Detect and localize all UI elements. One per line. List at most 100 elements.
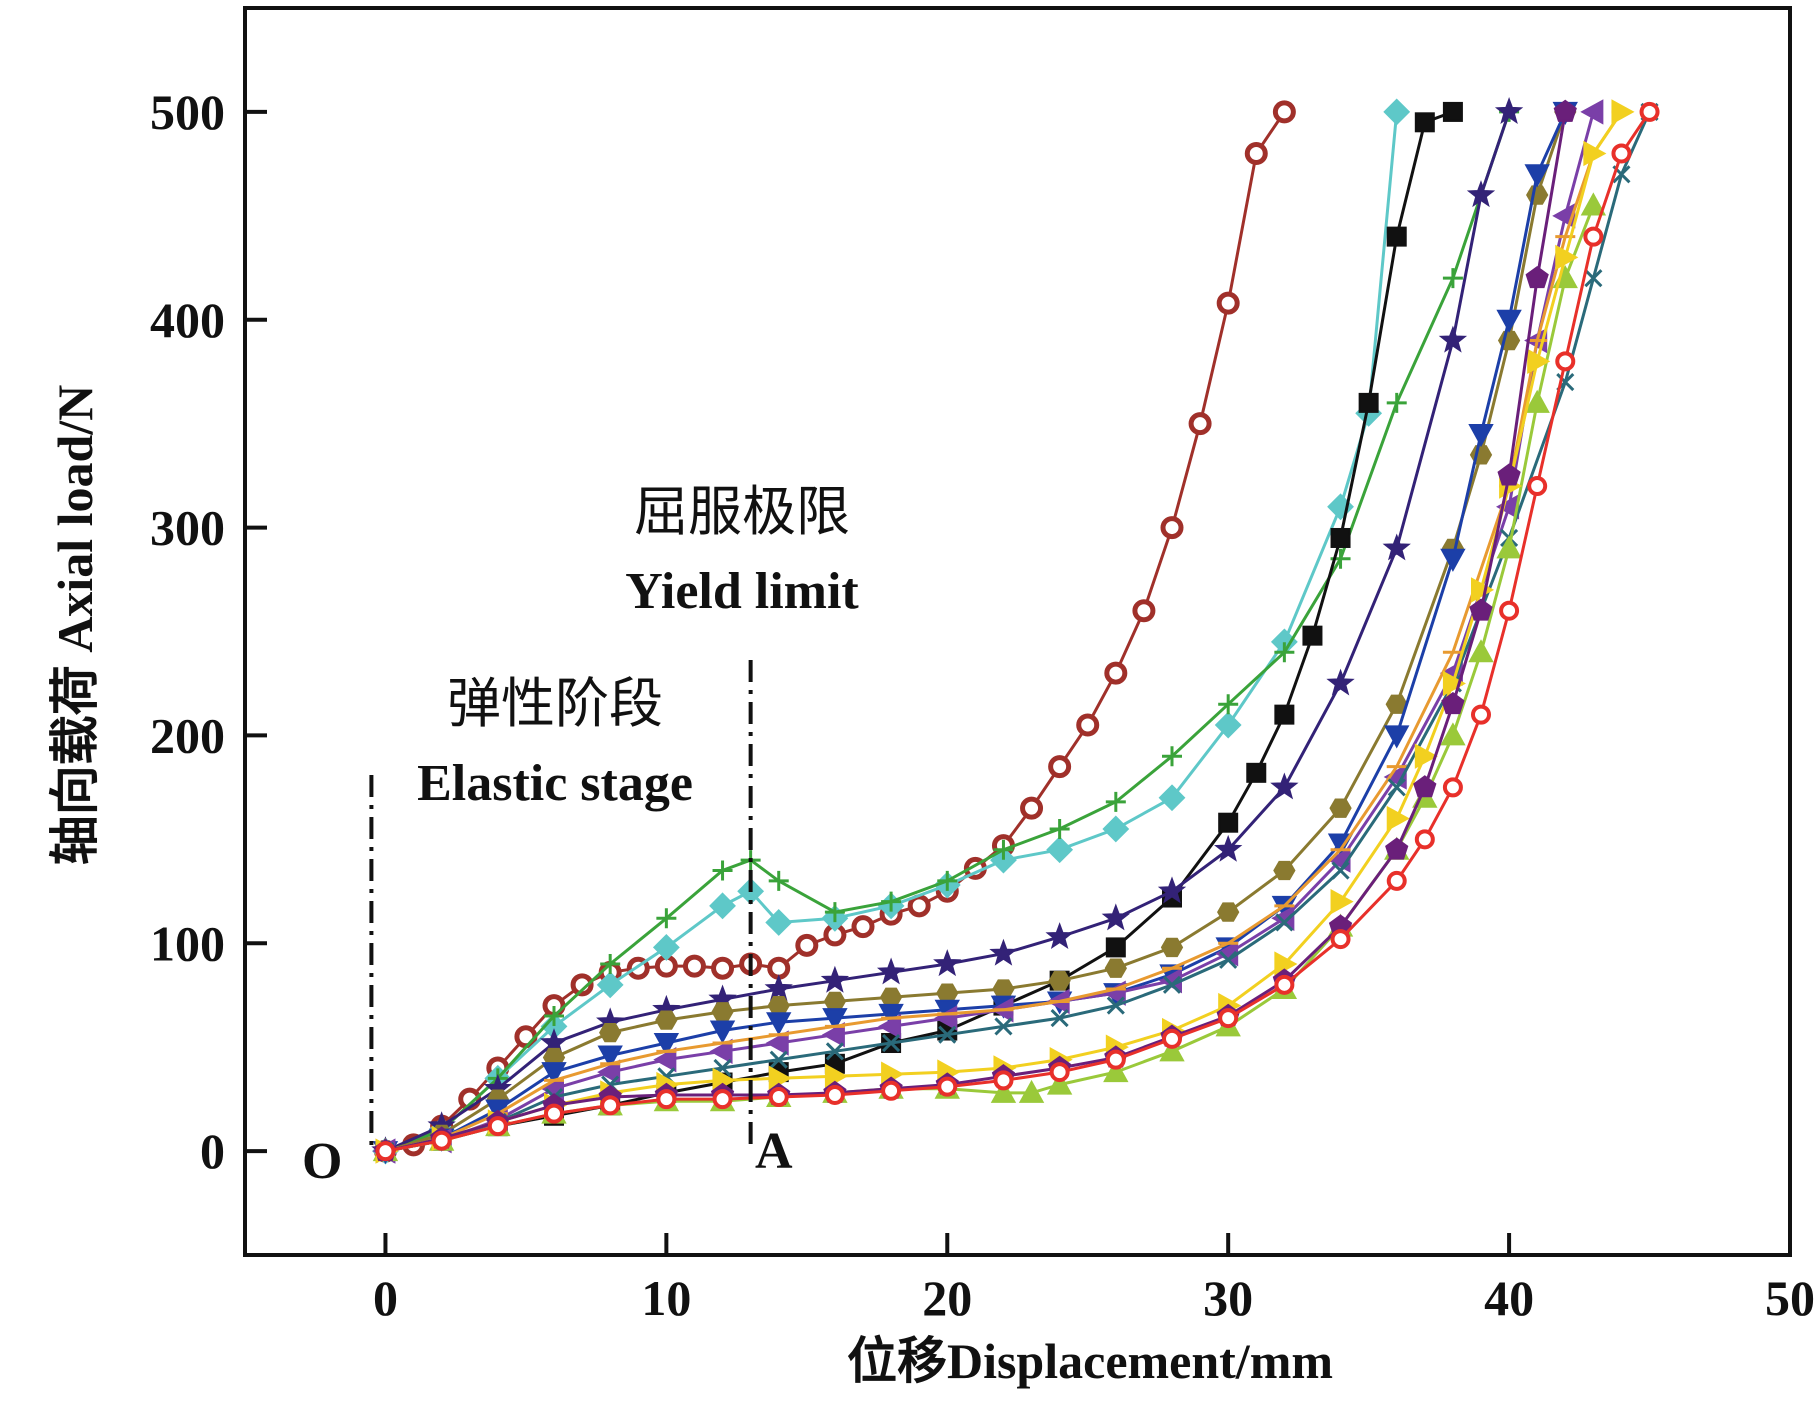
data-point <box>1584 269 1603 288</box>
data-point <box>487 1116 508 1137</box>
x-tick-label: 10 <box>641 1270 691 1326</box>
y-tick-label: 500 <box>150 84 225 140</box>
data-point <box>1442 268 1463 289</box>
data-point <box>1326 668 1355 696</box>
data-point <box>1385 837 1409 860</box>
data-point <box>878 1013 902 1040</box>
data-point <box>1105 791 1126 812</box>
data-point <box>1438 325 1468 353</box>
data-point <box>1442 670 1466 697</box>
data-point <box>769 1050 788 1069</box>
data-point <box>1524 164 1550 188</box>
data-point <box>1440 548 1466 572</box>
data-point <box>1611 99 1635 125</box>
x-tick-label: 50 <box>1765 1270 1815 1326</box>
data-point <box>1106 996 1125 1015</box>
data-point <box>1214 834 1243 862</box>
data-point <box>1496 535 1522 559</box>
data-point <box>1358 392 1379 413</box>
data-point <box>1526 185 1549 205</box>
data-point <box>824 1084 845 1105</box>
data-point <box>1441 692 1465 715</box>
data-point <box>1101 903 1130 931</box>
series-line <box>385 111 1567 1153</box>
series-1 <box>373 100 1296 1163</box>
data-point <box>1330 888 1354 915</box>
data-point <box>1104 958 1127 978</box>
data-point <box>1442 777 1463 798</box>
data-point <box>1555 244 1579 271</box>
yield-point-label: A <box>755 1123 793 1180</box>
data-point <box>600 954 621 975</box>
data-point <box>1525 265 1549 289</box>
data-point <box>1469 598 1493 621</box>
data-point <box>1046 1071 1073 1095</box>
data-point <box>1160 937 1184 958</box>
data-point <box>1583 140 1607 167</box>
data-point <box>1497 463 1521 486</box>
data-point <box>1274 974 1295 995</box>
data-point <box>825 1042 844 1061</box>
y-tick-label: 100 <box>150 915 225 971</box>
data-point <box>1244 141 1268 165</box>
data-point <box>1050 1009 1069 1028</box>
data-point <box>1611 143 1632 164</box>
data-point <box>1105 1049 1126 1070</box>
data-point <box>1387 778 1406 797</box>
data-point <box>1103 1059 1129 1083</box>
data-point <box>1555 351 1576 372</box>
data-point <box>1049 818 1070 839</box>
data-point <box>936 983 959 1003</box>
data-point <box>1157 876 1187 904</box>
data-point <box>1386 870 1407 891</box>
data-point <box>851 915 875 939</box>
data-point <box>712 860 733 881</box>
data-point <box>1639 101 1660 122</box>
data-point <box>1302 625 1323 646</box>
data-point <box>937 870 958 891</box>
data-point <box>823 991 847 1012</box>
elastic-stage-label-cn: 弹性阶段 <box>447 672 663 735</box>
x-tick-label: 20 <box>922 1270 972 1326</box>
data-point <box>709 1038 733 1065</box>
data-point <box>1162 1028 1182 1049</box>
data-point <box>1216 291 1240 315</box>
data-point <box>1046 836 1074 864</box>
data-point <box>989 938 1018 966</box>
data-point <box>1018 1079 1045 1103</box>
data-point <box>431 1130 452 1151</box>
data-point <box>1020 796 1044 820</box>
data-point <box>1162 975 1182 994</box>
data-point <box>1331 861 1350 880</box>
data-point <box>1524 389 1550 413</box>
data-point <box>764 974 793 1002</box>
data-point <box>1219 950 1238 969</box>
plot-frame <box>243 6 1792 1257</box>
data-point <box>1218 694 1239 715</box>
yield-limit-label-en: Yield limit <box>625 563 859 620</box>
data-point <box>876 957 906 985</box>
data-point <box>1246 762 1267 783</box>
data-point <box>1499 600 1520 621</box>
data-point <box>1468 424 1494 448</box>
data-point <box>933 949 962 977</box>
data-point <box>1583 226 1604 247</box>
data-point <box>1386 805 1410 832</box>
data-point <box>881 891 902 912</box>
data-point <box>1049 1062 1070 1083</box>
data-point <box>1272 100 1296 124</box>
data-point <box>1104 661 1128 685</box>
data-point <box>1527 476 1548 497</box>
series-line <box>385 111 1567 1153</box>
data-point <box>652 933 680 961</box>
series-line <box>384 111 1511 1153</box>
data-point <box>709 892 736 920</box>
data-point <box>993 839 1014 860</box>
data-point <box>1275 913 1294 932</box>
series-layer <box>371 97 1660 1165</box>
data-point <box>820 965 850 993</box>
data-point <box>879 987 903 1007</box>
